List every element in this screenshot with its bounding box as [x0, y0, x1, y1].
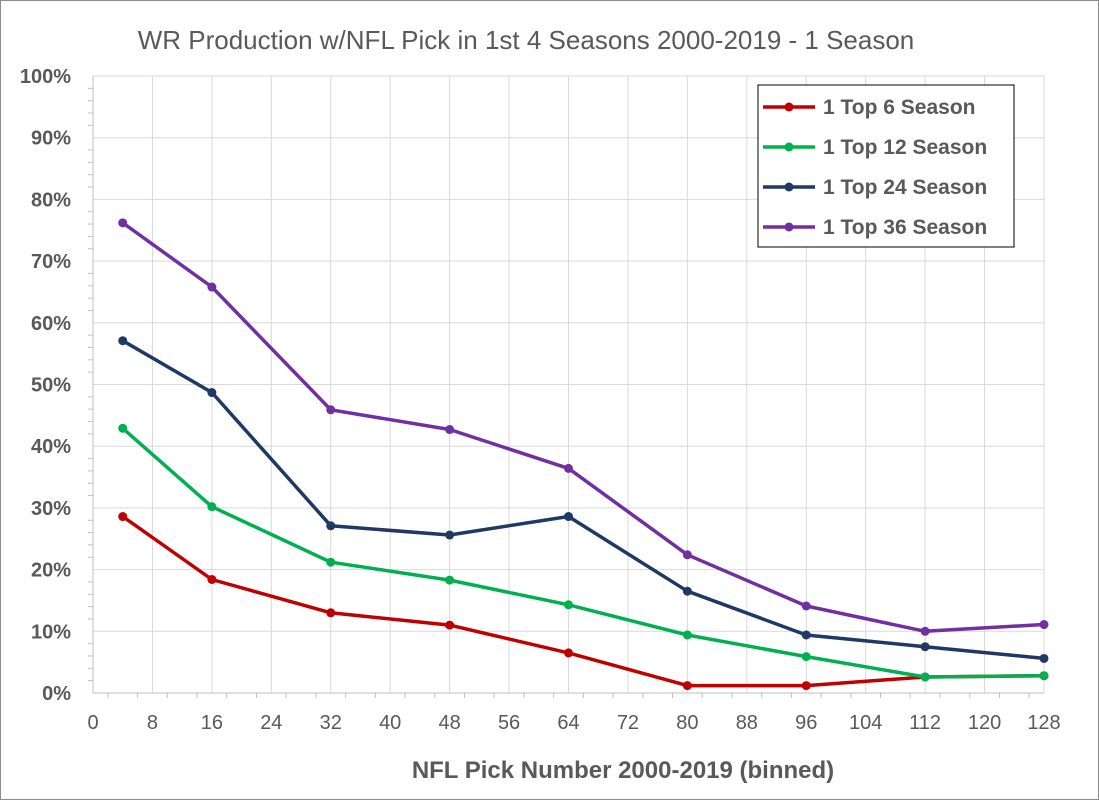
legend-label: 1 Top 24 Season: [823, 176, 987, 199]
data-point-1-top-24-season: [1039, 653, 1049, 663]
y-tick-label: 100%: [20, 66, 71, 88]
data-point-1-top-36-season: [326, 405, 336, 415]
series-line-1-top-24-season: [120, 338, 1046, 661]
x-tick-label: 80: [676, 712, 698, 734]
data-point-1-top-36-season: [564, 463, 573, 473]
x-tick-label: 56: [498, 712, 520, 734]
x-tick-label: 112: [909, 712, 941, 734]
axes: [88, 76, 1044, 698]
y-tick-label: 80%: [31, 189, 71, 211]
x-tick-label: 48: [439, 712, 461, 734]
y-tick-label: 20%: [31, 560, 71, 582]
series-line-1-top-6-season: [120, 514, 1046, 688]
x-tick-labels: 0 8 16 24 32 40 48 56 64 72 80 88 96 104 112 120 128: [87, 712, 1060, 734]
data-point-1-top-6-season: [207, 574, 217, 584]
y-tick-label: 60%: [31, 313, 71, 335]
data-point-1-top-12-season: [445, 575, 455, 585]
x-tick-label: 88: [736, 712, 758, 734]
legend-marker: [784, 142, 794, 152]
data-point-1-top-12-season: [1039, 671, 1049, 681]
legend-marker: [784, 222, 794, 232]
data-point-1-top-36-season: [207, 282, 217, 292]
x-tick-label: 128: [1027, 712, 1060, 734]
x-tick-label: 16: [201, 712, 223, 734]
gridlines: [93, 75, 1045, 693]
y-tick-label: 50%: [31, 375, 71, 397]
data-point-1-top-12-season: [920, 672, 930, 682]
data-point-1-top-36-season: [1039, 620, 1049, 630]
y-tick-labels: 0% 10% 20% 30% 40% 50% 60% 70% 80% 90% 100%: [20, 66, 71, 705]
legend-label: 1 Top 6 Season: [823, 96, 976, 119]
data-point-1-top-6-season: [326, 608, 336, 618]
x-tick-label: 64: [557, 712, 579, 734]
data-point-1-top-24-season: [564, 512, 573, 522]
data-point-1-top-12-season: [564, 600, 573, 610]
data-point-1-top-6-season: [564, 648, 573, 658]
chart-title: WR Production w/NFL Pick in 1st 4 Season…: [138, 25, 915, 55]
legend-marker: [784, 102, 794, 112]
legend-label: 1 Top 36 Season: [823, 216, 987, 239]
x-tick-label: 8: [147, 712, 158, 734]
data-point-1-top-24-season: [682, 586, 692, 596]
x-tick-label: 40: [379, 712, 401, 734]
y-tick-label: 40%: [31, 436, 71, 458]
y-tick-label: 70%: [31, 251, 71, 273]
data-point-1-top-6-season: [801, 681, 811, 691]
data-point-1-top-6-season: [445, 620, 455, 630]
data-point-1-top-36-season: [445, 425, 455, 435]
x-tick-label: 120: [968, 712, 1001, 734]
x-tick-label: 24: [260, 712, 282, 734]
series-lines: [118, 218, 1049, 691]
x-tick-label: 96: [795, 712, 817, 734]
data-point-1-top-24-season: [118, 336, 128, 346]
legend-label: 1 Top 12 Season: [823, 136, 987, 159]
data-point-1-top-24-season: [801, 630, 811, 640]
x-axis-label: NFL Pick Number 2000-2019 (binned): [412, 757, 834, 784]
data-point-1-top-24-season: [920, 642, 930, 652]
data-point-1-top-36-season: [801, 601, 811, 611]
x-tick-label: 72: [617, 712, 639, 734]
data-point-1-top-12-season: [682, 630, 692, 640]
y-tick-label: 30%: [31, 498, 71, 520]
y-tick-label: 0%: [42, 683, 71, 705]
x-tick-label: 32: [320, 712, 342, 734]
series-line-1-top-12-season: [120, 426, 1046, 679]
y-tick-label: 10%: [31, 621, 71, 643]
legend-marker: [784, 182, 794, 192]
data-point-1-top-36-season: [920, 626, 930, 636]
y-tick-label: 90%: [31, 128, 71, 150]
data-point-1-top-6-season: [118, 512, 128, 522]
data-point-1-top-12-season: [801, 652, 811, 662]
data-point-1-top-24-season: [207, 388, 217, 398]
data-point-1-top-24-season: [326, 521, 336, 531]
data-point-1-top-36-season: [682, 550, 692, 560]
legend-box: [757, 84, 1015, 248]
x-tick-label: 104: [849, 712, 882, 734]
x-tick-label: 0: [87, 712, 98, 734]
data-point-1-top-12-season: [118, 423, 128, 433]
data-point-1-top-6-season: [682, 681, 692, 691]
data-point-1-top-36-season: [118, 218, 128, 228]
legend: 1 Top 6 Season 1 Top 12 Season 1 Top 24 Se…: [757, 84, 1015, 248]
data-point-1-top-12-season: [326, 557, 336, 567]
data-point-1-top-12-season: [207, 502, 217, 512]
data-point-1-top-24-season: [445, 530, 455, 540]
